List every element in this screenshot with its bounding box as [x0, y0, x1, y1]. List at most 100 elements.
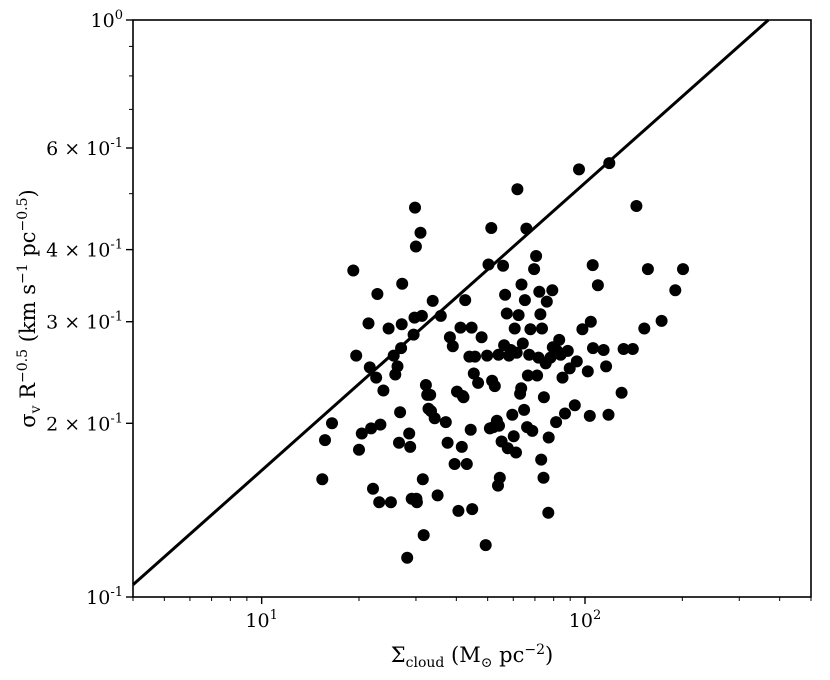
data-point	[394, 406, 407, 419]
data-point	[439, 416, 452, 429]
x-axis-label-close: )	[545, 643, 553, 667]
y-axis-label-sup2: −1	[15, 263, 31, 284]
data-point	[508, 322, 521, 335]
x-axis-label-sub: cloud	[406, 655, 445, 671]
y-tick-label: 2 × 10-1	[46, 411, 123, 435]
data-point	[475, 331, 488, 344]
data-point	[521, 369, 534, 382]
data-point	[374, 418, 387, 431]
data-point	[409, 240, 422, 253]
data-point	[363, 361, 376, 374]
data-point	[518, 403, 531, 416]
y-tick-label: 3 × 10-1	[46, 310, 123, 334]
data-point	[518, 294, 531, 307]
data-point	[531, 369, 544, 382]
data-point	[424, 388, 437, 401]
data-point	[407, 328, 420, 341]
x-tick-label: 101	[245, 608, 277, 632]
data-point	[434, 309, 447, 322]
data-point	[410, 496, 423, 509]
plot-frame	[132, 19, 812, 598]
y-axis-label: σv R−0.5 (km s−1 pc−0.5)	[15, 189, 44, 427]
data-point	[371, 288, 384, 300]
data-point	[602, 408, 615, 421]
data-point	[485, 222, 498, 234]
data-point	[626, 343, 639, 355]
data-point	[515, 278, 528, 291]
data-point	[677, 263, 689, 276]
y-axis-label-sub: v	[28, 405, 44, 414]
data-point	[507, 430, 520, 443]
data-point	[455, 440, 468, 453]
data-point	[395, 318, 408, 331]
x-axis-label: Σcloud (M⊙ pc−2)	[391, 642, 553, 671]
data-point	[469, 350, 481, 363]
data-point	[367, 482, 379, 495]
data-point	[452, 504, 465, 517]
data-point	[537, 471, 550, 484]
data-point	[391, 360, 404, 373]
data-point	[559, 407, 571, 420]
data-point	[573, 163, 585, 176]
data-point	[393, 436, 405, 449]
data-point	[396, 277, 409, 290]
data-point	[404, 440, 417, 453]
y-tick-label: 6 × 10-1	[46, 136, 123, 160]
data-point	[426, 294, 439, 307]
data-point	[353, 443, 365, 456]
y-axis-label-sup3: −0.5	[15, 197, 31, 231]
data-point	[511, 183, 524, 196]
data-point	[630, 200, 643, 212]
data-point	[526, 424, 539, 437]
data-point	[510, 446, 522, 459]
data-point	[499, 288, 512, 301]
data-point	[669, 284, 682, 297]
data-point	[362, 317, 375, 330]
data-point	[395, 342, 408, 355]
data-point	[326, 417, 338, 430]
data-point	[373, 496, 386, 509]
x-axis-label-sun: ⊙	[481, 655, 493, 671]
data-point	[542, 506, 555, 519]
data-point	[583, 409, 596, 422]
data-point	[454, 321, 467, 334]
x-axis-label-rest2: pc	[492, 643, 524, 667]
data-point	[377, 384, 390, 397]
data-point	[355, 427, 368, 440]
data-point	[600, 360, 613, 373]
data-point	[479, 539, 492, 552]
fit-line	[132, 18, 770, 586]
data-point	[568, 399, 581, 412]
data-point	[416, 473, 429, 486]
data-point	[584, 315, 597, 328]
data-point	[387, 349, 400, 362]
data-marks	[132, 18, 770, 586]
data-point	[561, 344, 574, 357]
x-axis-label-main: Σ	[391, 643, 406, 667]
data-point	[459, 294, 472, 307]
axis-ticks	[126, 19, 812, 604]
y-tick-label: 10-1	[86, 585, 123, 609]
data-point	[520, 222, 533, 235]
data-point	[524, 323, 537, 336]
data-point	[641, 263, 654, 276]
y-tick-label: 4 × 10-1	[46, 238, 123, 262]
y-axis-label-rest: R	[16, 382, 40, 406]
data-point	[542, 431, 555, 444]
data-point	[428, 412, 441, 425]
x-axis-label-sup: −2	[524, 642, 545, 658]
data-point	[492, 348, 505, 361]
data-point	[591, 279, 604, 292]
data-point	[472, 376, 485, 389]
data-point	[382, 322, 395, 335]
data-point	[419, 379, 432, 391]
data-point	[403, 427, 416, 440]
data-point	[655, 314, 668, 327]
data-point	[347, 264, 360, 277]
x-tick-label: 102	[569, 608, 601, 632]
data-point	[482, 258, 495, 271]
data-point	[365, 422, 378, 435]
data-point	[493, 471, 506, 484]
data-point	[488, 380, 501, 393]
data-point	[570, 355, 583, 368]
